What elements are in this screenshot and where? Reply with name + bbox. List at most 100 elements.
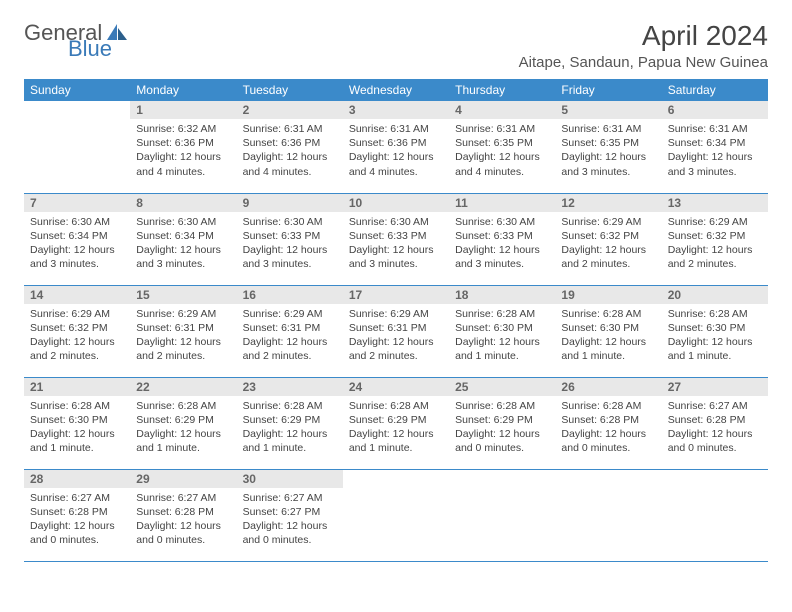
- calendar-cell: 12Sunrise: 6:29 AMSunset: 6:32 PMDayligh…: [555, 193, 661, 285]
- calendar-row: 21Sunrise: 6:28 AMSunset: 6:30 PMDayligh…: [24, 377, 768, 469]
- calendar-cell: 1Sunrise: 6:32 AMSunset: 6:36 PMDaylight…: [130, 101, 236, 193]
- calendar-cell: 22Sunrise: 6:28 AMSunset: 6:29 PMDayligh…: [130, 377, 236, 469]
- day-number: 27: [662, 378, 768, 396]
- calendar-cell: 19Sunrise: 6:28 AMSunset: 6:30 PMDayligh…: [555, 285, 661, 377]
- calendar-cell: 7Sunrise: 6:30 AMSunset: 6:34 PMDaylight…: [24, 193, 130, 285]
- calendar-row: 1Sunrise: 6:32 AMSunset: 6:36 PMDaylight…: [24, 101, 768, 193]
- day-content: Sunrise: 6:28 AMSunset: 6:30 PMDaylight:…: [662, 304, 768, 368]
- day-number: [343, 470, 449, 474]
- day-number: 2: [237, 101, 343, 119]
- day-content: Sunrise: 6:27 AMSunset: 6:27 PMDaylight:…: [237, 488, 343, 552]
- day-content: Sunrise: 6:30 AMSunset: 6:33 PMDaylight:…: [237, 212, 343, 276]
- day-number: 18: [449, 286, 555, 304]
- day-number: 26: [555, 378, 661, 396]
- calendar-cell: 10Sunrise: 6:30 AMSunset: 6:33 PMDayligh…: [343, 193, 449, 285]
- day-content: Sunrise: 6:28 AMSunset: 6:30 PMDaylight:…: [555, 304, 661, 368]
- day-number: 6: [662, 101, 768, 119]
- calendar-cell: [662, 469, 768, 561]
- calendar-cell: 24Sunrise: 6:28 AMSunset: 6:29 PMDayligh…: [343, 377, 449, 469]
- col-wednesday: Wednesday: [343, 79, 449, 101]
- calendar-cell: [24, 101, 130, 193]
- day-number: 15: [130, 286, 236, 304]
- col-thursday: Thursday: [449, 79, 555, 101]
- calendar-cell: 29Sunrise: 6:27 AMSunset: 6:28 PMDayligh…: [130, 469, 236, 561]
- day-content: Sunrise: 6:29 AMSunset: 6:31 PMDaylight:…: [343, 304, 449, 368]
- day-content: Sunrise: 6:28 AMSunset: 6:29 PMDaylight:…: [237, 396, 343, 460]
- calendar-row: 14Sunrise: 6:29 AMSunset: 6:32 PMDayligh…: [24, 285, 768, 377]
- day-number: 5: [555, 101, 661, 119]
- day-content: Sunrise: 6:30 AMSunset: 6:34 PMDaylight:…: [130, 212, 236, 276]
- day-content: Sunrise: 6:28 AMSunset: 6:28 PMDaylight:…: [555, 396, 661, 460]
- day-content: Sunrise: 6:30 AMSunset: 6:34 PMDaylight:…: [24, 212, 130, 276]
- calendar-cell: [555, 469, 661, 561]
- day-content: Sunrise: 6:27 AMSunset: 6:28 PMDaylight:…: [130, 488, 236, 552]
- day-number: 23: [237, 378, 343, 396]
- day-number: 7: [24, 194, 130, 212]
- calendar-cell: [449, 469, 555, 561]
- day-number: 1: [130, 101, 236, 119]
- day-number: 24: [343, 378, 449, 396]
- title-block: April 2024 Aitape, Sandaun, Papua New Gu…: [519, 20, 768, 71]
- day-content: Sunrise: 6:31 AMSunset: 6:34 PMDaylight:…: [662, 119, 768, 183]
- day-number: 11: [449, 194, 555, 212]
- day-content: Sunrise: 6:28 AMSunset: 6:29 PMDaylight:…: [449, 396, 555, 460]
- day-number: [24, 101, 130, 105]
- calendar-cell: 4Sunrise: 6:31 AMSunset: 6:35 PMDaylight…: [449, 101, 555, 193]
- day-content: Sunrise: 6:30 AMSunset: 6:33 PMDaylight:…: [343, 212, 449, 276]
- calendar-table: Sunday Monday Tuesday Wednesday Thursday…: [24, 79, 768, 562]
- col-monday: Monday: [130, 79, 236, 101]
- calendar-cell: 13Sunrise: 6:29 AMSunset: 6:32 PMDayligh…: [662, 193, 768, 285]
- day-content: Sunrise: 6:29 AMSunset: 6:32 PMDaylight:…: [662, 212, 768, 276]
- header-row: Sunday Monday Tuesday Wednesday Thursday…: [24, 79, 768, 101]
- day-number: 25: [449, 378, 555, 396]
- calendar-cell: 6Sunrise: 6:31 AMSunset: 6:34 PMDaylight…: [662, 101, 768, 193]
- calendar-cell: 14Sunrise: 6:29 AMSunset: 6:32 PMDayligh…: [24, 285, 130, 377]
- day-content: Sunrise: 6:31 AMSunset: 6:35 PMDaylight:…: [449, 119, 555, 183]
- calendar-cell: 20Sunrise: 6:28 AMSunset: 6:30 PMDayligh…: [662, 285, 768, 377]
- day-content: Sunrise: 6:29 AMSunset: 6:31 PMDaylight:…: [237, 304, 343, 368]
- calendar-cell: 25Sunrise: 6:28 AMSunset: 6:29 PMDayligh…: [449, 377, 555, 469]
- col-sunday: Sunday: [24, 79, 130, 101]
- day-content: Sunrise: 6:28 AMSunset: 6:30 PMDaylight:…: [449, 304, 555, 368]
- day-number: [449, 470, 555, 474]
- day-number: 13: [662, 194, 768, 212]
- day-content: Sunrise: 6:32 AMSunset: 6:36 PMDaylight:…: [130, 119, 236, 183]
- calendar-cell: 9Sunrise: 6:30 AMSunset: 6:33 PMDaylight…: [237, 193, 343, 285]
- day-number: 14: [24, 286, 130, 304]
- calendar-cell: 16Sunrise: 6:29 AMSunset: 6:31 PMDayligh…: [237, 285, 343, 377]
- day-content: Sunrise: 6:31 AMSunset: 6:35 PMDaylight:…: [555, 119, 661, 183]
- day-number: 20: [662, 286, 768, 304]
- logo: General Blue: [24, 20, 127, 46]
- day-number: 28: [24, 470, 130, 488]
- calendar-cell: 11Sunrise: 6:30 AMSunset: 6:33 PMDayligh…: [449, 193, 555, 285]
- day-content: Sunrise: 6:30 AMSunset: 6:33 PMDaylight:…: [449, 212, 555, 276]
- day-number: 3: [343, 101, 449, 119]
- day-content: Sunrise: 6:28 AMSunset: 6:29 PMDaylight:…: [343, 396, 449, 460]
- day-number: 19: [555, 286, 661, 304]
- day-content: Sunrise: 6:29 AMSunset: 6:31 PMDaylight:…: [130, 304, 236, 368]
- calendar-cell: 27Sunrise: 6:27 AMSunset: 6:28 PMDayligh…: [662, 377, 768, 469]
- day-number: 8: [130, 194, 236, 212]
- calendar-cell: 3Sunrise: 6:31 AMSunset: 6:36 PMDaylight…: [343, 101, 449, 193]
- col-tuesday: Tuesday: [237, 79, 343, 101]
- day-number: 22: [130, 378, 236, 396]
- location-text: Aitape, Sandaun, Papua New Guinea: [519, 54, 768, 71]
- day-number: 12: [555, 194, 661, 212]
- calendar-cell: 18Sunrise: 6:28 AMSunset: 6:30 PMDayligh…: [449, 285, 555, 377]
- day-number: [662, 470, 768, 474]
- calendar-cell: 23Sunrise: 6:28 AMSunset: 6:29 PMDayligh…: [237, 377, 343, 469]
- calendar-cell: 26Sunrise: 6:28 AMSunset: 6:28 PMDayligh…: [555, 377, 661, 469]
- day-number: 9: [237, 194, 343, 212]
- day-number: 30: [237, 470, 343, 488]
- calendar-cell: 17Sunrise: 6:29 AMSunset: 6:31 PMDayligh…: [343, 285, 449, 377]
- calendar-row: 28Sunrise: 6:27 AMSunset: 6:28 PMDayligh…: [24, 469, 768, 561]
- day-number: 16: [237, 286, 343, 304]
- day-content: Sunrise: 6:27 AMSunset: 6:28 PMDaylight:…: [662, 396, 768, 460]
- day-content: Sunrise: 6:27 AMSunset: 6:28 PMDaylight:…: [24, 488, 130, 552]
- logo-text-blue: Blue: [68, 36, 112, 62]
- calendar-row: 7Sunrise: 6:30 AMSunset: 6:34 PMDaylight…: [24, 193, 768, 285]
- calendar-cell: [343, 469, 449, 561]
- day-number: 21: [24, 378, 130, 396]
- day-number: 10: [343, 194, 449, 212]
- day-content: Sunrise: 6:31 AMSunset: 6:36 PMDaylight:…: [237, 119, 343, 183]
